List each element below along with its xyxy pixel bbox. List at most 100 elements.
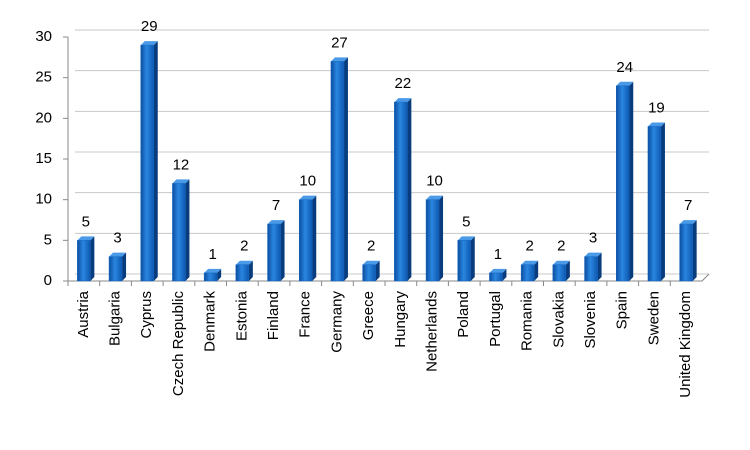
bar-top [172, 179, 190, 184]
bar [330, 61, 345, 282]
bar-top [204, 268, 222, 273]
bar [457, 240, 471, 282]
bar-side [407, 98, 412, 281]
x-tick-label: Sweden [645, 291, 662, 345]
bar-top [426, 195, 444, 200]
data-label: 10 [299, 173, 316, 190]
bar-top [140, 41, 158, 46]
bar-top [330, 57, 348, 62]
bar-top [489, 268, 507, 273]
bar [77, 240, 91, 282]
x-tick-label: Germany [328, 291, 345, 353]
bar-side [185, 179, 190, 281]
x-tick-label: United Kingdom [677, 291, 694, 398]
bar [267, 223, 281, 282]
data-label: 2 [557, 238, 565, 255]
data-label: 27 [331, 34, 348, 51]
data-label: 7 [684, 197, 692, 214]
data-label: 1 [494, 246, 502, 263]
bar [584, 256, 598, 282]
bar-side [153, 41, 158, 282]
bar [394, 101, 408, 282]
x-tick-label: Romania [519, 290, 536, 351]
bar-side [534, 260, 539, 281]
data-label: 29 [141, 18, 158, 35]
bar-side [375, 260, 380, 281]
bar-top [457, 236, 475, 241]
x-tick-label: Estonia [233, 290, 250, 341]
x-tick-label: Finland [265, 291, 282, 340]
bar-side [597, 252, 602, 281]
bar-side [439, 195, 444, 281]
x-tick-label: Poland [455, 291, 472, 338]
bar-top [552, 260, 570, 265]
x-tick-label: Denmark [202, 291, 219, 352]
bar-top [235, 260, 253, 265]
bar-top [616, 81, 634, 86]
x-tick-label: Spain [614, 291, 631, 329]
bar-side [343, 57, 348, 282]
bar-side [280, 220, 285, 281]
x-tick-label: Slovakia [550, 290, 567, 347]
x-axis-floor [68, 273, 710, 282]
data-label: 3 [589, 230, 597, 247]
data-label: 12 [173, 156, 190, 173]
data-label: 5 [82, 213, 90, 230]
bar-side [217, 268, 222, 281]
bar [203, 272, 218, 282]
bar-top [521, 260, 539, 265]
bar-top [77, 236, 95, 241]
y-tick-label: 20 [35, 109, 52, 126]
bar-side [629, 81, 634, 281]
y-tick-label: 15 [35, 150, 52, 167]
x-tick-label: Austria [75, 290, 92, 337]
bar-side [248, 260, 253, 281]
data-label: 2 [525, 238, 533, 255]
bar-top [267, 220, 285, 225]
y-tick-label: 0 [44, 272, 52, 289]
x-tick-label: Hungary [392, 291, 409, 348]
bar-side [565, 260, 570, 281]
x-tick-label: France [297, 291, 314, 338]
bar-top [647, 122, 665, 127]
bar [235, 264, 250, 282]
bar [108, 256, 123, 282]
bar-top [584, 252, 602, 257]
bar-top [362, 260, 380, 265]
bar-top [299, 195, 317, 200]
x-tick-label: Cyprus [138, 291, 155, 339]
bar [616, 85, 630, 282]
y-tick-label: 25 [35, 69, 52, 86]
bar [679, 223, 693, 282]
bar [172, 183, 186, 282]
data-label: 19 [648, 99, 665, 116]
bar-side [312, 195, 317, 281]
data-label: 2 [367, 238, 375, 255]
data-label: 24 [616, 59, 633, 76]
bar [489, 272, 503, 282]
data-label: 2 [240, 238, 248, 255]
bar [520, 264, 535, 282]
bar-side [660, 122, 665, 281]
data-label: 3 [113, 230, 121, 247]
data-label: 1 [208, 246, 216, 263]
x-tick-label: Portugal [487, 291, 504, 347]
x-tick-label: Slovenia [582, 290, 599, 348]
bar-side [502, 268, 507, 281]
bar [140, 44, 154, 282]
bar-side [692, 220, 697, 281]
bar-top [679, 220, 697, 225]
bar-side [122, 252, 127, 281]
bar-top [394, 98, 412, 103]
bar [299, 199, 313, 282]
bar [425, 199, 440, 282]
bar [552, 264, 567, 282]
x-tick-label: Czech Republic [170, 291, 187, 397]
y-tick-label: 5 [44, 231, 52, 248]
x-tick-label: Netherlands [424, 291, 441, 372]
x-tick-label: Bulgaria [107, 290, 124, 346]
bar [647, 126, 662, 282]
y-tick-label: 30 [35, 28, 52, 45]
x-tick-label: Greece [360, 291, 377, 340]
